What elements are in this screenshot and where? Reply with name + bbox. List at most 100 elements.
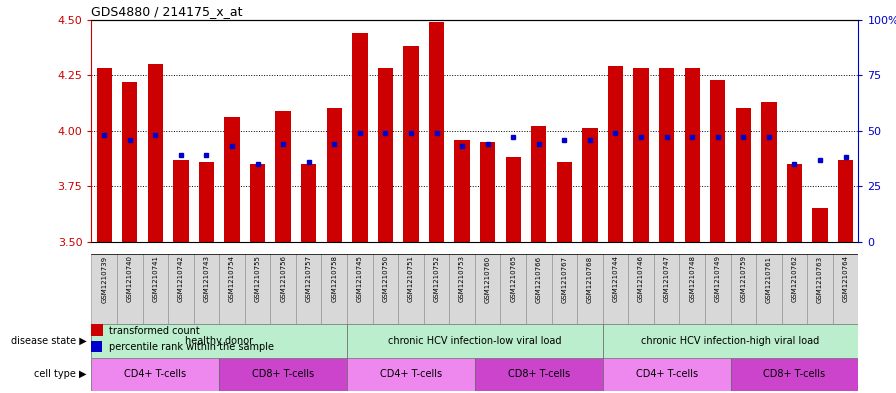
- Text: GSM1210766: GSM1210766: [536, 255, 542, 303]
- Bar: [91, 341, 101, 352]
- Text: GSM1210754: GSM1210754: [229, 255, 235, 302]
- Bar: [322, 254, 347, 324]
- Text: GSM1210744: GSM1210744: [613, 255, 618, 302]
- Bar: [582, 129, 598, 242]
- Text: healthy donor: healthy donor: [185, 336, 254, 346]
- Bar: [526, 254, 552, 324]
- Bar: [220, 358, 347, 391]
- Bar: [142, 254, 168, 324]
- Bar: [505, 157, 521, 242]
- Bar: [603, 358, 730, 391]
- Bar: [327, 108, 342, 242]
- Bar: [531, 126, 547, 242]
- Text: GSM1210741: GSM1210741: [152, 255, 159, 303]
- Text: GSM1210765: GSM1210765: [510, 255, 516, 303]
- Bar: [679, 254, 705, 324]
- Bar: [117, 254, 142, 324]
- Text: CD4+ T-cells: CD4+ T-cells: [380, 369, 442, 379]
- Bar: [475, 358, 603, 391]
- Bar: [199, 162, 214, 242]
- Text: cell type ▶: cell type ▶: [34, 369, 87, 379]
- Bar: [296, 254, 322, 324]
- Text: GSM1210743: GSM1210743: [203, 255, 210, 303]
- Bar: [603, 254, 628, 324]
- Text: GSM1210739: GSM1210739: [101, 255, 108, 303]
- Bar: [194, 254, 220, 324]
- Bar: [148, 64, 163, 242]
- Text: transformed count: transformed count: [108, 326, 200, 336]
- Bar: [122, 82, 137, 242]
- Bar: [173, 160, 188, 242]
- Text: CD4+ T-cells: CD4+ T-cells: [635, 369, 698, 379]
- Bar: [347, 254, 373, 324]
- Text: GSM1210759: GSM1210759: [740, 255, 746, 303]
- Text: GSM1210762: GSM1210762: [791, 255, 797, 303]
- Bar: [378, 68, 393, 242]
- Bar: [449, 254, 475, 324]
- Text: GSM1210757: GSM1210757: [306, 255, 312, 303]
- Text: GSM1210758: GSM1210758: [332, 255, 337, 303]
- Bar: [168, 254, 194, 324]
- Bar: [730, 358, 858, 391]
- Bar: [91, 324, 347, 358]
- Bar: [781, 254, 807, 324]
- Bar: [275, 111, 291, 242]
- Bar: [711, 80, 726, 242]
- Text: GSM1210740: GSM1210740: [126, 255, 133, 303]
- Bar: [762, 102, 777, 242]
- Text: GSM1210753: GSM1210753: [459, 255, 465, 303]
- Text: GDS4880 / 214175_x_at: GDS4880 / 214175_x_at: [91, 6, 243, 18]
- Text: GSM1210755: GSM1210755: [254, 255, 261, 302]
- Bar: [424, 254, 449, 324]
- Bar: [373, 254, 398, 324]
- Bar: [577, 254, 603, 324]
- Bar: [271, 254, 296, 324]
- Bar: [659, 68, 675, 242]
- Bar: [480, 142, 495, 242]
- Text: percentile rank within the sample: percentile rank within the sample: [108, 342, 274, 352]
- Bar: [685, 68, 700, 242]
- Text: GSM1210761: GSM1210761: [766, 255, 771, 303]
- Bar: [347, 324, 603, 358]
- Bar: [398, 254, 424, 324]
- Bar: [705, 254, 730, 324]
- Bar: [97, 68, 112, 242]
- Bar: [807, 254, 832, 324]
- Bar: [603, 324, 858, 358]
- Bar: [352, 33, 367, 242]
- Bar: [607, 66, 623, 242]
- Text: disease state ▶: disease state ▶: [11, 336, 87, 346]
- Text: GSM1210750: GSM1210750: [383, 255, 388, 303]
- Bar: [787, 164, 802, 242]
- Text: GSM1210764: GSM1210764: [842, 255, 849, 303]
- Bar: [556, 162, 572, 242]
- Bar: [654, 254, 679, 324]
- Text: GSM1210745: GSM1210745: [357, 255, 363, 302]
- Text: GSM1210751: GSM1210751: [408, 255, 414, 303]
- Bar: [552, 254, 577, 324]
- Bar: [347, 358, 475, 391]
- Bar: [838, 160, 853, 242]
- Bar: [220, 254, 245, 324]
- Bar: [633, 68, 649, 242]
- Text: GSM1210746: GSM1210746: [638, 255, 644, 303]
- Text: GSM1210768: GSM1210768: [587, 255, 593, 303]
- Text: CD8+ T-cells: CD8+ T-cells: [508, 369, 570, 379]
- Bar: [91, 254, 117, 324]
- Bar: [250, 164, 265, 242]
- Text: GSM1210756: GSM1210756: [280, 255, 286, 303]
- Bar: [832, 254, 858, 324]
- Text: chronic HCV infection-low viral load: chronic HCV infection-low viral load: [388, 336, 562, 346]
- Bar: [454, 140, 470, 242]
- Text: GSM1210763: GSM1210763: [817, 255, 823, 303]
- Bar: [736, 108, 751, 242]
- Bar: [403, 46, 418, 242]
- Text: CD8+ T-cells: CD8+ T-cells: [763, 369, 825, 379]
- Bar: [501, 254, 526, 324]
- Text: GSM1210749: GSM1210749: [715, 255, 720, 303]
- Text: CD8+ T-cells: CD8+ T-cells: [252, 369, 314, 379]
- Text: GSM1210760: GSM1210760: [485, 255, 491, 303]
- Text: GSM1210748: GSM1210748: [689, 255, 695, 303]
- Bar: [301, 164, 316, 242]
- Bar: [245, 254, 271, 324]
